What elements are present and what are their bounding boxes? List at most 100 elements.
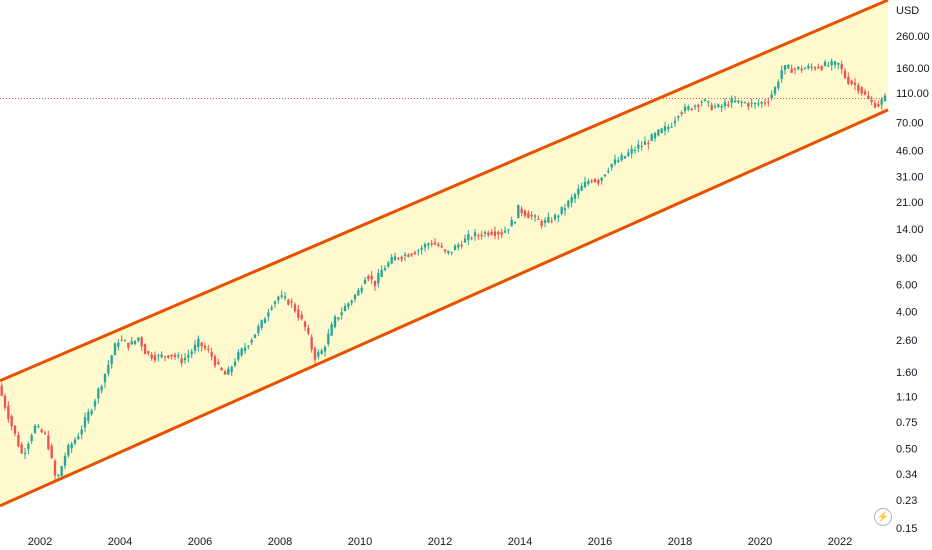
y-tick-label: 0.75: [896, 417, 917, 429]
candle-body: [410, 253, 413, 256]
candle-body: [47, 435, 50, 450]
x-tick-label: 2020: [748, 536, 772, 548]
candle-body: [653, 133, 657, 139]
candle-body: [30, 435, 33, 441]
channel-lower-line: [0, 108, 889, 508]
candle-body: [640, 145, 643, 147]
candle-body: [560, 206, 563, 214]
candle-body: [793, 68, 797, 70]
candle-body: [313, 348, 317, 360]
candle-body: [733, 100, 737, 102]
candle-body: [723, 102, 727, 107]
candle-body: [190, 351, 193, 355]
candle-body: [140, 337, 143, 347]
candle-body: [183, 357, 187, 361]
candle-body: [563, 208, 567, 211]
candle-body: [720, 105, 723, 108]
candle-body: [293, 304, 297, 312]
candle-body: [667, 127, 670, 129]
candle-body: [650, 134, 653, 141]
candle-body: [577, 188, 580, 195]
x-tick-label: 2012: [428, 536, 452, 548]
candle-body: [633, 149, 637, 151]
candle-body: [743, 102, 747, 104]
candle-body: [250, 339, 253, 343]
candle-body: [50, 445, 53, 458]
candle-body: [107, 364, 110, 374]
candle-body: [830, 61, 833, 66]
candle-body: [533, 215, 537, 217]
candle-body: [210, 352, 213, 357]
candle-body: [687, 106, 690, 110]
y-tick-label: 6.00: [896, 280, 917, 292]
candle-body: [717, 104, 720, 108]
candle-body: [333, 316, 337, 328]
candle-body: [220, 367, 223, 370]
candle-body: [863, 91, 867, 95]
candle-body: [750, 102, 753, 104]
candle-body: [657, 129, 660, 136]
candle-body: [813, 67, 817, 69]
candle-body: [257, 326, 260, 333]
candle-body: [847, 76, 850, 84]
candle-body: [377, 273, 380, 284]
candle-body: [380, 269, 383, 277]
candle-body: [420, 247, 423, 250]
candle-body: [827, 65, 830, 67]
candle-body: [27, 444, 30, 450]
candle-body: [10, 415, 13, 427]
candle-body: [580, 185, 583, 191]
candle-body: [680, 112, 683, 115]
candle-body: [143, 344, 147, 355]
candle-body: [427, 243, 430, 246]
candle-body: [367, 275, 370, 280]
candle-body: [477, 235, 480, 237]
candle-body: [737, 100, 740, 103]
candle-body: [760, 102, 763, 104]
candle-body: [493, 231, 497, 236]
candle-body: [527, 212, 530, 219]
candle-body: [237, 352, 240, 360]
candle-body: [517, 204, 520, 219]
candle-body: [213, 356, 217, 366]
x-tick-label: 2008: [268, 536, 292, 548]
candle-body: [397, 257, 400, 259]
candle-body: [837, 62, 840, 65]
candle-body: [597, 179, 600, 184]
candle-body: [850, 80, 853, 85]
candle-body: [217, 362, 220, 365]
candle-body: [763, 102, 767, 104]
lightning-icon[interactable]: ⚡: [874, 508, 892, 526]
candle-body: [157, 355, 160, 357]
candle-body: [130, 341, 133, 345]
candle-body: [683, 106, 687, 111]
candle-body: [713, 106, 717, 108]
candle-body: [787, 64, 790, 69]
candle-body: [450, 251, 453, 253]
candle-body: [100, 386, 103, 391]
candle-body: [233, 361, 237, 366]
candle-body: [353, 294, 357, 300]
candle-body: [280, 295, 283, 297]
candle-body: [460, 244, 463, 247]
candle-body: [17, 434, 20, 447]
candle-body: [123, 340, 127, 342]
channel-fill: [0, 0, 888, 506]
candle-body: [520, 208, 523, 213]
candle-body: [67, 444, 70, 456]
candle-body: [57, 474, 60, 477]
candle-body: [383, 268, 387, 271]
candle-body: [473, 232, 477, 237]
candle-body: [170, 354, 173, 357]
candle-body: [487, 232, 490, 236]
candle-body: [330, 324, 333, 336]
candle-body: [623, 156, 627, 159]
candle-body: [40, 429, 43, 433]
candle-body: [0, 385, 3, 396]
candle-body: [843, 70, 847, 79]
candle-body: [180, 358, 183, 364]
candle-body: [43, 432, 47, 434]
candle-body: [187, 354, 190, 358]
